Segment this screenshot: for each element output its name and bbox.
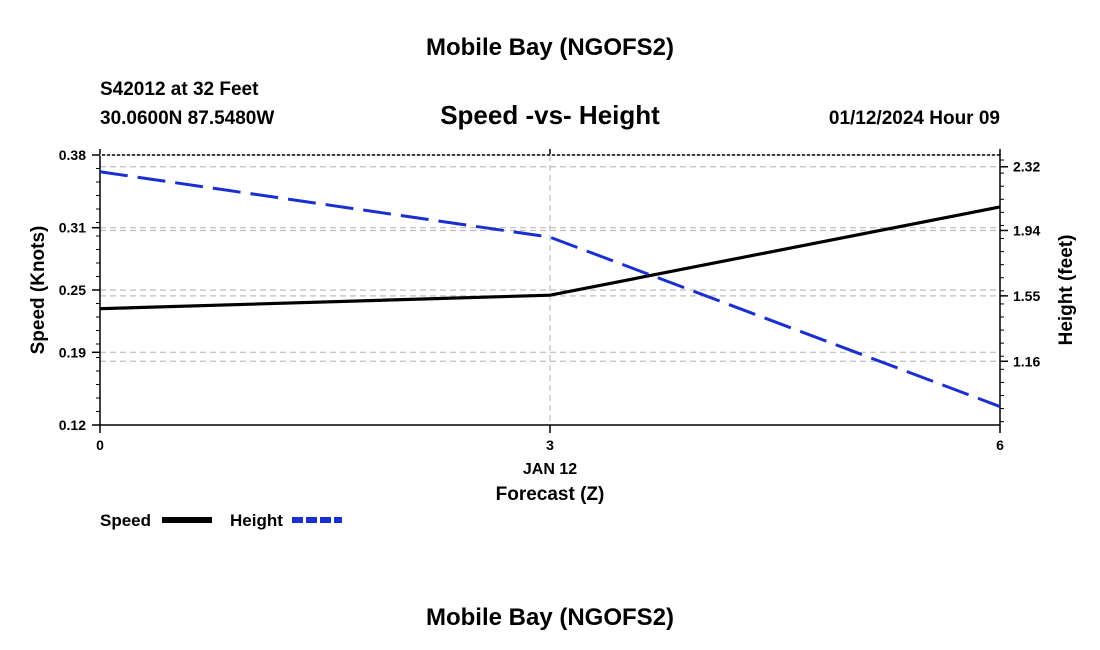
y-left-tick-label: 0.19 xyxy=(59,344,86,360)
y-left-tick-label: 0.38 xyxy=(59,147,86,163)
legend-label-speed: Speed xyxy=(100,511,151,530)
y-right-tick-label: 1.94 xyxy=(1013,222,1040,238)
x-tick-label: 6 xyxy=(996,437,1004,453)
y-right-tick-label: 1.16 xyxy=(1013,353,1040,369)
y-left-axis-title: Speed (Knots) xyxy=(28,226,49,355)
x-tick-label: 3 xyxy=(546,437,554,453)
y-right-axis-title: Height (feet) xyxy=(1056,235,1077,346)
plot-area xyxy=(92,149,1008,433)
legend-label-height: Height xyxy=(230,511,283,530)
y-right-tick-label: 1.55 xyxy=(1013,288,1040,304)
footer-title: Mobile Bay (NGOFS2) xyxy=(426,604,674,631)
y-left-tick-label: 0.12 xyxy=(59,417,86,433)
datetime-label: 01/12/2024 Hour 09 xyxy=(829,108,1000,129)
chart-title: Speed -vs- Height xyxy=(440,100,660,130)
station-label: S42012 at 32 Feet xyxy=(100,79,259,100)
series-line-height xyxy=(99,170,1001,408)
y-left-tick-label: 0.31 xyxy=(59,220,86,236)
page-title: Mobile Bay (NGOFS2) xyxy=(426,34,674,61)
x-tick-label: 0 xyxy=(96,437,104,453)
location-label: 30.0600N 87.5480W xyxy=(100,108,274,129)
x-date-label: JAN 12 xyxy=(523,461,577,478)
gridlines xyxy=(100,155,1000,425)
y-right-tick-label: 2.32 xyxy=(1013,159,1040,175)
legend: Speed Height xyxy=(100,511,342,530)
series-layer xyxy=(99,170,1001,408)
x-axis-title: Forecast (Z) xyxy=(496,484,605,505)
y-left-tick-label: 0.25 xyxy=(59,282,86,298)
